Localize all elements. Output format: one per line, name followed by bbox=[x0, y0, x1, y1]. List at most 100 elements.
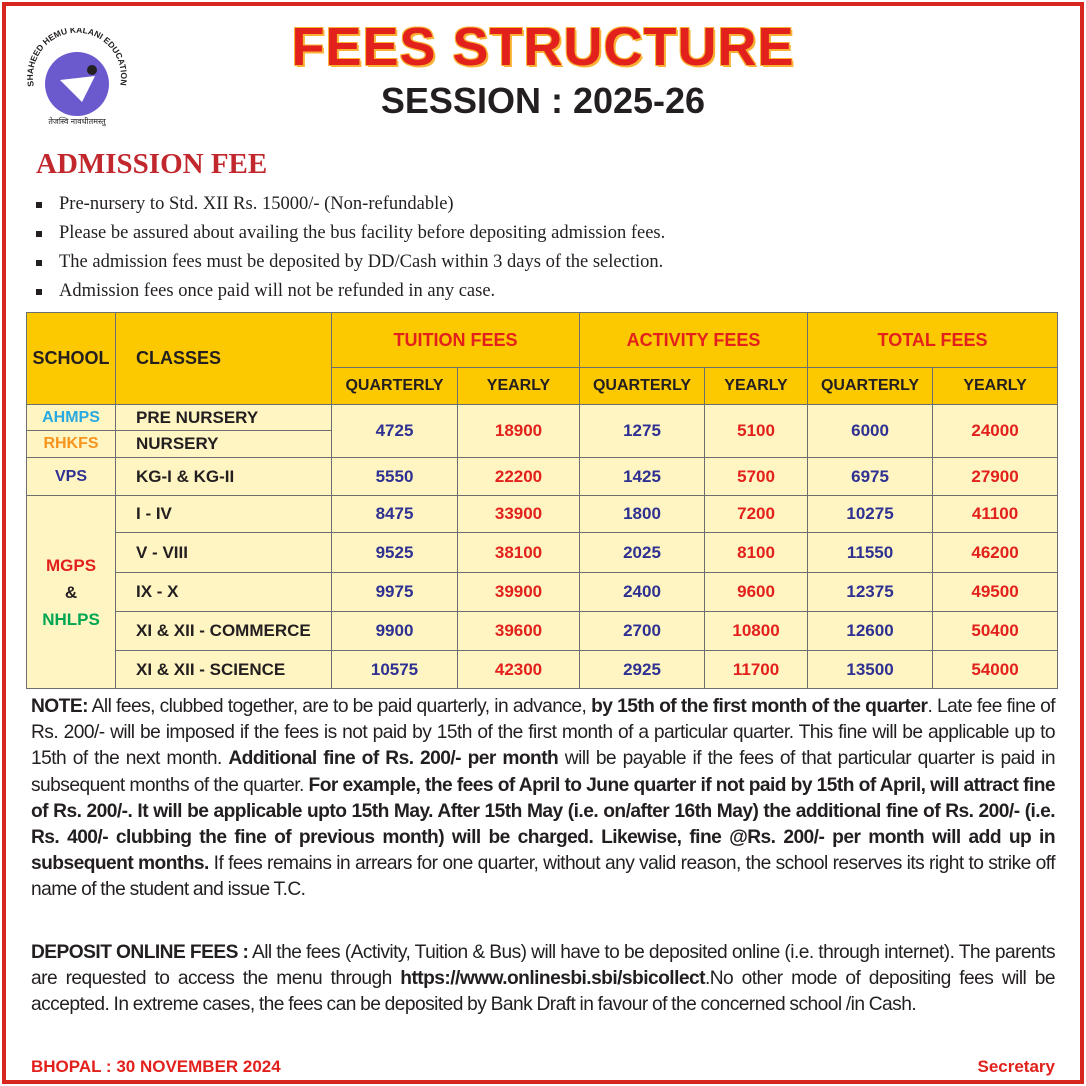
quarterly-fee-cell: 1275 bbox=[579, 404, 706, 458]
yearly-fee-cell: 27900 bbox=[932, 457, 1059, 496]
text: All fees, clubbed together, are to be pa… bbox=[87, 696, 592, 717]
yearly-fee-cell: 5700 bbox=[704, 457, 809, 496]
school-name: NHLPS bbox=[42, 609, 100, 629]
header-yearly: YEARLY bbox=[704, 367, 809, 405]
yearly-fee-cell: 18900 bbox=[456, 404, 581, 458]
school-cell: RHKFS bbox=[26, 430, 116, 458]
quarterly-fee-cell: 12600 bbox=[807, 611, 934, 651]
yearly-fee-cell: 7200 bbox=[704, 495, 809, 533]
class-cell: I - IV bbox=[115, 495, 332, 533]
yearly-fee-cell: 10800 bbox=[704, 611, 809, 651]
class-cell: PRE NURSERY bbox=[115, 404, 332, 431]
yearly-fee-cell: 42300 bbox=[456, 650, 581, 689]
quarterly-fee-cell: 13500 bbox=[807, 650, 934, 689]
bullet-item: The admission fees must be deposited by … bbox=[34, 248, 665, 277]
table-row: XI & XII - COMMERCE 9900 39600 2700 10800 126… bbox=[27, 611, 1059, 651]
quarterly-fee-cell: 9900 bbox=[331, 611, 458, 651]
fees-table: SCHOOL CLASSES TUITION FEES ACTIVITY FEE… bbox=[26, 312, 1059, 689]
header-activity: ACTIVITY FEES bbox=[579, 312, 809, 368]
text: .No other mode of depositing fees will b… bbox=[31, 968, 1056, 1016]
note-paragraph: NOTE: All fees, clubbed together, are to… bbox=[31, 694, 1056, 904]
school-cell: VPS bbox=[26, 457, 116, 496]
quarterly-fee-cell: 6000 bbox=[807, 404, 934, 458]
yearly-fee-cell: 22200 bbox=[456, 457, 581, 496]
yearly-fee-cell: 46200 bbox=[932, 532, 1059, 573]
session-label: SESSION : 2025-26 bbox=[380, 80, 706, 121]
header-quarterly: QUARTERLY bbox=[331, 367, 458, 405]
quarterly-fee-cell: 6975 bbox=[807, 457, 934, 496]
quarterly-fee-cell: 10275 bbox=[807, 495, 934, 533]
yearly-fee-cell: 39600 bbox=[456, 611, 581, 651]
header-tuition: TUITION FEES bbox=[330, 312, 581, 368]
header-total: TOTAL FEES bbox=[807, 312, 1059, 368]
school-cell: MGPS & NHLPS bbox=[26, 495, 116, 689]
svg-text:तेजस्वि नावधीतमस्तु: तेजस्वि नावधीतमस्तु bbox=[48, 116, 106, 127]
class-cell: V - VIII bbox=[115, 532, 332, 573]
deposit-paragraph: DEPOSIT ONLINE FEES : All the fees (Acti… bbox=[31, 940, 1056, 1019]
quarterly-fee-cell: 12375 bbox=[807, 572, 934, 612]
table-row: RHKFS NURSERY bbox=[26, 430, 1058, 458]
table-row: VPS KG-I & KG-II 5550 22200 1425 5700 6975 2790… bbox=[26, 457, 1059, 496]
header-yearly: YEARLY bbox=[932, 367, 1059, 405]
class-cell: NURSERY bbox=[115, 430, 332, 458]
class-cell: KG-I & KG-II bbox=[115, 457, 332, 496]
yearly-fee-cell: 33900 bbox=[456, 495, 581, 533]
quarterly-fee-cell: 2925 bbox=[579, 650, 706, 689]
yearly-fee-cell: 41100 bbox=[932, 495, 1059, 533]
bold-text: DEPOSIT ONLINE FEES : bbox=[31, 942, 249, 963]
bold-text: NOTE: bbox=[31, 696, 89, 717]
header-yearly: YEARLY bbox=[456, 367, 581, 405]
text: . Late fee fine of Rs. 200/- will be imp… bbox=[31, 696, 1056, 770]
quarterly-fee-cell: 8475 bbox=[331, 495, 458, 533]
yearly-fee-cell: 38100 bbox=[456, 532, 581, 573]
admission-bullets: Pre-nursery to Std. XII Rs. 15000/- (Non… bbox=[34, 190, 665, 306]
quarterly-fee-cell: 10575 bbox=[331, 650, 458, 689]
text: If fees remains in arrears for one quart… bbox=[31, 853, 1056, 901]
yearly-fee-cell: 8100 bbox=[704, 532, 809, 573]
bullet-item: Pre-nursery to Std. XII Rs. 15000/- (Non… bbox=[34, 190, 665, 219]
quarterly-fee-cell: 1800 bbox=[579, 495, 706, 533]
yearly-fee-cell: 39900 bbox=[456, 572, 581, 612]
yearly-fee-cell: 54000 bbox=[932, 650, 1059, 689]
place-date: BHOPAL : 30 NOVEMBER 2024 bbox=[31, 1057, 281, 1076]
yearly-fee-cell: 50400 bbox=[932, 611, 1059, 651]
page-title: FEES STRUCTURE bbox=[291, 17, 795, 77]
quarterly-fee-cell: 9525 bbox=[331, 532, 458, 573]
header-quarterly: QUARTERLY bbox=[579, 367, 706, 405]
header-quarterly: QUARTERLY bbox=[807, 367, 934, 405]
table-row: V - VIII 9525 38100 2025 8100 11550 46200 bbox=[27, 532, 1059, 573]
quarterly-fee-cell: 2700 bbox=[579, 611, 706, 651]
yearly-fee-cell: 49500 bbox=[932, 572, 1059, 612]
quarterly-fee-cell: 9975 bbox=[331, 572, 458, 612]
quarterly-fee-cell: 2025 bbox=[579, 532, 706, 573]
table-row: XI & XII - SCIENCE 10575 42300 2925 11700 135… bbox=[27, 650, 1059, 689]
yearly-fee-cell: 5100 bbox=[704, 404, 809, 458]
bullet-item: Admission fees once paid will not be ref… bbox=[34, 277, 665, 306]
quarterly-fee-cell: 5550 bbox=[331, 457, 458, 496]
bold-text: Additional fine of Rs. 200/- per month bbox=[228, 748, 559, 770]
class-cell: XI & XII - COMMERCE bbox=[115, 611, 332, 651]
class-cell: IX - X bbox=[115, 572, 332, 612]
bullet-item: Please be assured about availing the bus… bbox=[34, 219, 665, 248]
yearly-fee-cell: 24000 bbox=[932, 404, 1059, 458]
table-row: IX - X 9975 39900 2400 9600 12375 49500 bbox=[27, 572, 1059, 612]
text: will be payable if the fees of that part… bbox=[31, 748, 1056, 796]
quarterly-fee-cell: 4725 bbox=[331, 404, 458, 458]
bold-text: For example, the fees of April to June q… bbox=[31, 774, 1056, 875]
yearly-fee-cell: 11700 bbox=[704, 650, 809, 689]
school-cell: AHMPS bbox=[26, 404, 116, 431]
school-name: MGPS bbox=[45, 555, 97, 575]
header-school: SCHOOL bbox=[26, 312, 116, 405]
quarterly-fee-cell: 11550 bbox=[807, 532, 934, 573]
class-cell: XI & XII - SCIENCE bbox=[115, 650, 332, 689]
header-classes: CLASSES bbox=[115, 312, 332, 405]
school-amp: & bbox=[64, 582, 78, 602]
society-logo: SHAHEED HEMU KALANI EDUCATIONAL SOCIETY … bbox=[20, 28, 129, 127]
admission-fee-heading: ADMISSION FEE bbox=[36, 148, 268, 180]
yearly-fee-cell: 9600 bbox=[704, 572, 809, 612]
bold-text: by 15th of the first month of the quarte… bbox=[591, 696, 928, 717]
quarterly-fee-cell: 2400 bbox=[579, 572, 706, 612]
text: All the fees (Activity, Tuition & Bus) w… bbox=[31, 942, 1056, 990]
quarterly-fee-cell: 1425 bbox=[579, 457, 706, 496]
